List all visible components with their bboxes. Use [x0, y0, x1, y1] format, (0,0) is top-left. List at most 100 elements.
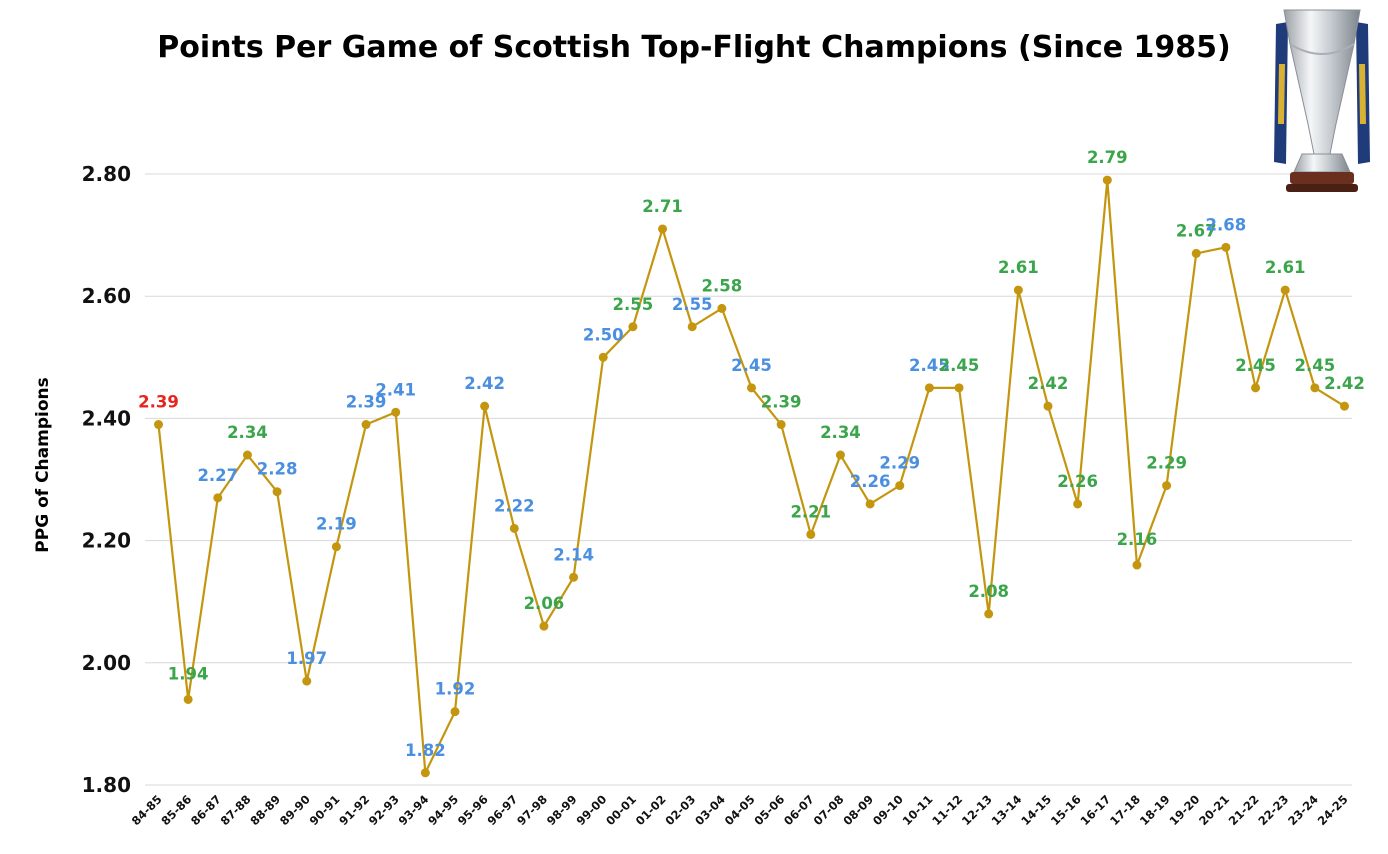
data-label: 2.45: [1294, 356, 1335, 375]
data-point: [658, 224, 668, 234]
data-point: [1162, 481, 1172, 491]
x-tick-label: 01-02: [633, 792, 669, 828]
x-tick-label: 14-15: [1018, 792, 1054, 828]
data-label: 2.55: [672, 295, 713, 314]
data-label: 2.45: [1235, 356, 1276, 375]
data-label: 2.41: [375, 380, 416, 399]
x-tick-label: 06-07: [781, 792, 817, 828]
x-tick-label: 92-93: [366, 792, 402, 828]
data-label: 2.29: [1146, 454, 1187, 473]
data-point: [1132, 560, 1142, 570]
data-point: [1340, 401, 1349, 411]
x-tick-label: 04-05: [722, 792, 758, 828]
data-label: 2.45: [731, 356, 772, 375]
data-label: 2.71: [642, 197, 683, 216]
x-tick-label: 88-89: [247, 792, 283, 828]
x-tick-label: 15-16: [1048, 792, 1084, 828]
x-tick-label: 21-22: [1226, 792, 1262, 828]
data-labels: 2.391.942.272.342.281.972.192.392.411.82…: [138, 148, 1365, 760]
y-tick-label: 2.80: [82, 162, 131, 186]
data-label: 2.55: [613, 295, 654, 314]
data-label: 2.42: [464, 374, 505, 393]
x-tick-label: 89-90: [277, 792, 313, 828]
data-label: 2.68: [1206, 215, 1247, 234]
data-point: [628, 322, 638, 332]
x-tick-label: 13-14: [989, 792, 1025, 828]
gridlines: [145, 173, 1352, 786]
data-label: 2.45: [909, 356, 950, 375]
data-point: [420, 768, 430, 778]
y-tick-label: 2.20: [82, 529, 131, 553]
data-label: 1.94: [168, 664, 209, 683]
data-label: 2.14: [553, 545, 594, 564]
x-tick-label: 96-97: [485, 792, 521, 828]
x-tick-label: 05-06: [751, 792, 787, 828]
x-tick-label: 84-85: [129, 792, 165, 828]
x-tick-label: 90-91: [307, 792, 343, 828]
x-tick-label: 16-17: [1078, 792, 1114, 828]
y-axis-ticks: 1.80 2.00 2.20 2.40 2.60 2.80: [82, 162, 131, 797]
data-point: [717, 303, 727, 313]
x-tick-label: 93-94: [396, 792, 432, 828]
x-tick-label: 09-10: [870, 792, 906, 828]
data-label: 2.50: [583, 325, 624, 344]
x-axis-ticks: 84-8585-8686-8787-8888-8989-9090-9191-92…: [129, 792, 1351, 828]
data-point: [1102, 175, 1112, 185]
series-line: [157, 179, 1346, 774]
x-tick-label: 20-21: [1196, 792, 1232, 828]
x-tick-label: 22-23: [1255, 792, 1291, 828]
data-point: [213, 493, 223, 503]
y-tick-label: 2.00: [82, 651, 131, 675]
x-tick-label: 91-92: [336, 792, 372, 828]
league-trophy-icon: [1274, 9, 1370, 192]
x-tick-label: 17-18: [1107, 792, 1143, 828]
data-label: 2.61: [998, 258, 1039, 277]
data-label: 2.22: [494, 496, 535, 515]
data-point: [509, 523, 519, 533]
data-label: 1.97: [286, 649, 327, 668]
data-label: 2.45: [939, 356, 980, 375]
x-tick-label: 86-87: [188, 792, 224, 828]
data-point: [154, 420, 163, 430]
data-point: [865, 499, 875, 509]
data-point: [1221, 242, 1231, 252]
x-tick-label: 07-08: [811, 792, 847, 828]
data-label: 1.82: [405, 741, 446, 760]
data-label: 2.79: [1087, 148, 1128, 167]
data-point: [687, 322, 697, 332]
x-tick-label: 00-01: [603, 792, 639, 828]
data-label: 2.29: [879, 454, 920, 473]
x-tick-label: 12-13: [959, 792, 995, 828]
data-point: [183, 694, 193, 704]
data-point: [391, 407, 401, 417]
x-tick-label: 03-04: [692, 792, 728, 828]
x-tick-label: 98-99: [544, 792, 580, 828]
x-tick-label: 24-25: [1315, 792, 1351, 828]
x-tick-label: 08-09: [840, 792, 876, 828]
data-point: [1191, 248, 1201, 258]
data-point: [361, 420, 371, 430]
data-point: [806, 529, 816, 539]
data-point: [569, 572, 579, 582]
x-tick-label: 99-00: [573, 792, 609, 828]
data-point: [450, 707, 460, 717]
data-label: 2.06: [524, 594, 565, 613]
data-point: [242, 450, 252, 460]
data-label: 2.42: [1028, 374, 1069, 393]
x-tick-label: 97-98: [514, 792, 550, 828]
y-axis-label: PPG of Champions: [33, 377, 53, 552]
data-point: [480, 401, 490, 411]
y-tick-label: 2.60: [82, 284, 131, 308]
data-point: [539, 621, 549, 631]
x-tick-label: 87-88: [218, 792, 254, 828]
data-label: 2.58: [701, 276, 742, 295]
data-label: 2.27: [197, 466, 238, 485]
data-label: 2.34: [820, 423, 861, 442]
data-point: [1280, 285, 1290, 295]
data-label: 2.26: [1057, 472, 1098, 491]
data-label: 2.21: [790, 502, 831, 521]
data-label: 2.42: [1324, 374, 1365, 393]
data-point: [1310, 383, 1320, 393]
x-tick-label: 85-86: [158, 792, 194, 828]
